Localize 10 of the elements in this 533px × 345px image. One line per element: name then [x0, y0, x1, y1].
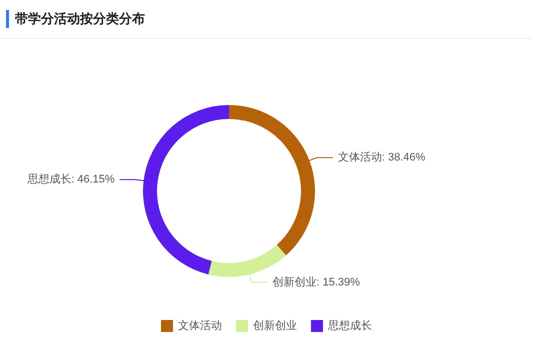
data-label: : 46.15%: [71, 174, 115, 186]
slice-label: 创新创业: [272, 275, 316, 288]
chart-title: 带学分活动按分类分布: [6, 10, 145, 28]
slice-label: 文体活动: [338, 150, 382, 164]
legend-label: 文体活动: [178, 319, 222, 332]
legend-label: 创新创业: [253, 319, 297, 332]
data-label: : 15.39%: [316, 276, 360, 288]
legend-label: 思想成长: [327, 319, 372, 332]
data-label: : 38.46%: [382, 152, 426, 164]
slice-label: 思想成长: [26, 172, 72, 186]
